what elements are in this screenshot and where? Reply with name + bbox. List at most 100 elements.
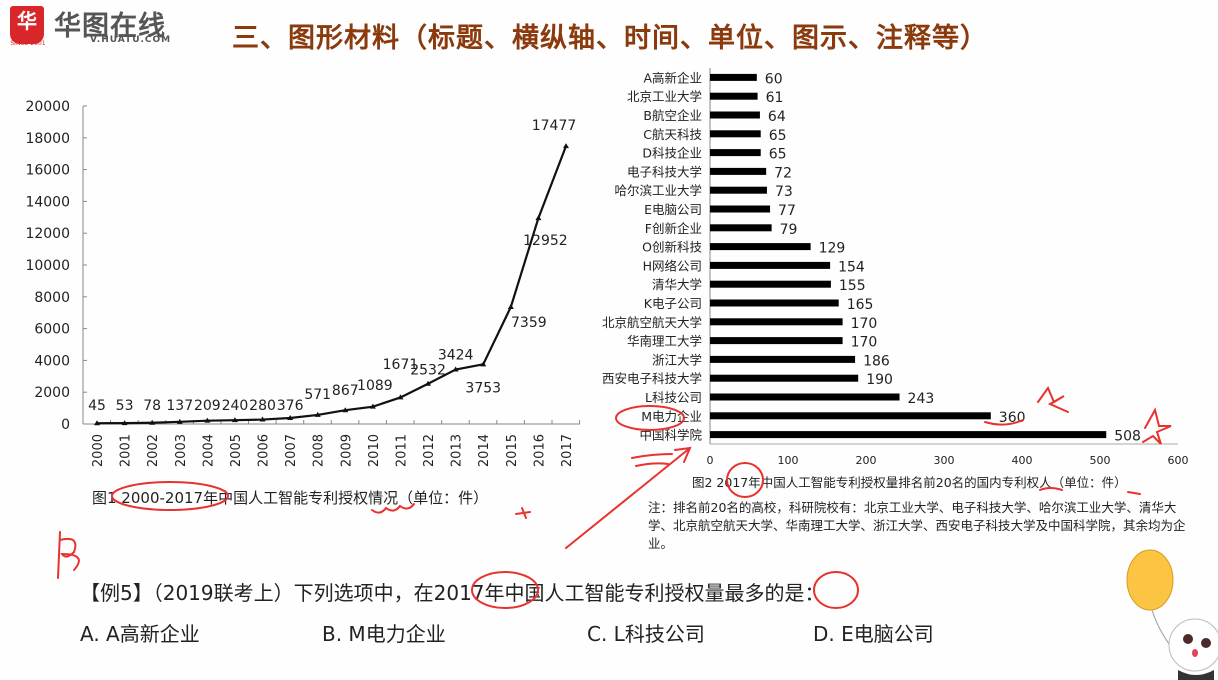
svg-text:2005: 2005 [229, 434, 244, 467]
svg-text:2006: 2006 [257, 434, 272, 467]
svg-text:10000: 10000 [25, 258, 70, 274]
svg-text:2012: 2012 [422, 434, 437, 467]
option-b[interactable]: B. M电力企业 [322, 622, 446, 646]
svg-text:E电脑公司: E电脑公司 [644, 202, 702, 217]
svg-text:243: 243 [908, 391, 935, 407]
chart-note: 注：排名前20名的高校，科研院校有：北京工业大学、电子科技大学、哈尔滨工业大学、… [648, 500, 1186, 551]
svg-text:300: 300 [934, 454, 955, 467]
svg-text:6000: 6000 [34, 322, 70, 338]
svg-text:14000: 14000 [25, 194, 70, 210]
svg-text:73: 73 [775, 184, 793, 200]
svg-text:500: 500 [1090, 454, 1111, 467]
svg-text:200: 200 [856, 454, 877, 467]
slide-title: 三、图形材料（标题、横纵轴、时间、单位、图示、注释等） [232, 23, 988, 54]
svg-text:北京航空航天大学: 北京航空航天大学 [602, 315, 702, 330]
svg-text:129: 129 [819, 241, 846, 257]
svg-text:2004: 2004 [201, 434, 216, 467]
svg-text:400: 400 [1012, 454, 1033, 467]
svg-text:16000: 16000 [25, 163, 70, 179]
svg-text:B航空企业: B航空企业 [643, 108, 702, 123]
svg-text:A高新企业: A高新企业 [643, 70, 702, 85]
svg-text:2003: 2003 [174, 434, 189, 467]
line-chart: 0 2000 4000 6000 8000 10000 12000 14000 16000 180… [25, 99, 581, 467]
option-c[interactable]: C. L科技公司 [587, 622, 705, 646]
svg-text:2532: 2532 [410, 363, 446, 379]
svg-text:0: 0 [707, 454, 714, 467]
svg-text:4000: 4000 [34, 353, 70, 369]
svg-text:2002: 2002 [146, 434, 161, 467]
svg-text:F创新企业: F创新企业 [645, 221, 702, 236]
svg-text:2011: 2011 [394, 434, 409, 467]
svg-text:64: 64 [768, 109, 786, 125]
svg-text:155: 155 [839, 278, 866, 294]
svg-text:78: 78 [143, 398, 161, 414]
svg-text:18000: 18000 [25, 131, 70, 147]
svg-text:170: 170 [851, 335, 878, 351]
svg-text:C航天科技: C航天科技 [643, 127, 702, 142]
svg-text:1671: 1671 [383, 357, 419, 373]
svg-text:2014: 2014 [477, 434, 492, 467]
option-a[interactable]: A. A高新企业 [80, 622, 200, 646]
svg-text:2009: 2009 [339, 434, 354, 467]
svg-text:209: 209 [194, 398, 221, 414]
svg-text:60: 60 [765, 71, 783, 87]
svg-text:2000: 2000 [91, 434, 106, 467]
svg-text:D科技企业: D科技企业 [642, 146, 702, 161]
svg-text:53: 53 [116, 398, 134, 414]
svg-text:100: 100 [778, 454, 799, 467]
svg-text:240: 240 [222, 398, 249, 414]
svg-text:61: 61 [766, 90, 784, 106]
question-text: 【例5】（2019联考上）下列选项中，在2017年中国人工智能专利授权量最多的是… [80, 581, 825, 605]
svg-text:2013: 2013 [450, 434, 465, 467]
svg-text:2007: 2007 [284, 434, 299, 467]
svg-text:65: 65 [769, 128, 787, 144]
bar-chart-title: 图2 2017年中国人工智能专利授权量排名前20名的国内专利权人（单位：件） [692, 475, 1127, 490]
svg-text:867: 867 [332, 383, 359, 399]
svg-text:北京工业大学: 北京工业大学 [627, 89, 702, 104]
svg-text:浙江大学: 浙江大学 [652, 352, 702, 367]
svg-text:3753: 3753 [465, 380, 501, 396]
svg-text:2016: 2016 [532, 434, 547, 467]
svg-text:中国科学院: 中国科学院 [639, 428, 702, 443]
handwritten-b-icon [57, 531, 80, 579]
svg-text:西安电子科技大学: 西安电子科技大学 [602, 371, 702, 386]
logo-url: V.HUATU.COM [90, 35, 172, 45]
svg-text:170: 170 [851, 316, 878, 332]
svg-text:165: 165 [847, 297, 874, 313]
svg-text:45: 45 [88, 398, 106, 414]
svg-text:M电力企业: M电力企业 [641, 409, 702, 424]
svg-text:2008: 2008 [312, 434, 327, 467]
svg-text:电子科技大学: 电子科技大学 [627, 164, 702, 179]
svg-text:190: 190 [866, 372, 893, 388]
svg-text:2015: 2015 [505, 434, 520, 467]
logo-name: 华图在线 [54, 11, 166, 42]
svg-text:1089: 1089 [357, 378, 393, 394]
svg-text:0: 0 [61, 417, 70, 433]
svg-text:L科技公司: L科技公司 [645, 390, 702, 405]
svg-text:508: 508 [1114, 429, 1141, 445]
svg-text:2010: 2010 [367, 434, 382, 467]
svg-text:17477: 17477 [532, 118, 577, 134]
svg-text:79: 79 [780, 222, 798, 238]
option-d[interactable]: D. E电脑公司 [813, 622, 934, 646]
svg-text:20000: 20000 [25, 99, 70, 115]
svg-text:571: 571 [304, 387, 331, 403]
svg-text:2001: 2001 [119, 434, 134, 467]
svg-text:K电子公司: K电子公司 [644, 296, 702, 311]
svg-text:2000: 2000 [34, 385, 70, 401]
svg-text:12000: 12000 [25, 226, 70, 242]
mascot-balloon-icon [1126, 549, 1218, 680]
svg-text:O创新科技: O创新科技 [642, 240, 702, 255]
logo-badge: 华 [10, 6, 44, 44]
svg-text:65: 65 [769, 147, 787, 163]
bar-chart: 0 100 200 300 400 500 600 A高新企业 60 北京工业大学 61 B航空企业 6… [602, 68, 1189, 467]
svg-text:186: 186 [863, 353, 890, 369]
svg-text:华南理工大学: 华南理工大学 [627, 334, 702, 349]
svg-text:72: 72 [774, 165, 792, 181]
svg-text:600: 600 [1168, 454, 1189, 467]
svg-text:7359: 7359 [511, 315, 547, 331]
svg-text:154: 154 [838, 259, 865, 275]
svg-text:77: 77 [778, 203, 796, 219]
svg-text:8000: 8000 [34, 290, 70, 306]
svg-text:H网络公司: H网络公司 [643, 258, 702, 273]
